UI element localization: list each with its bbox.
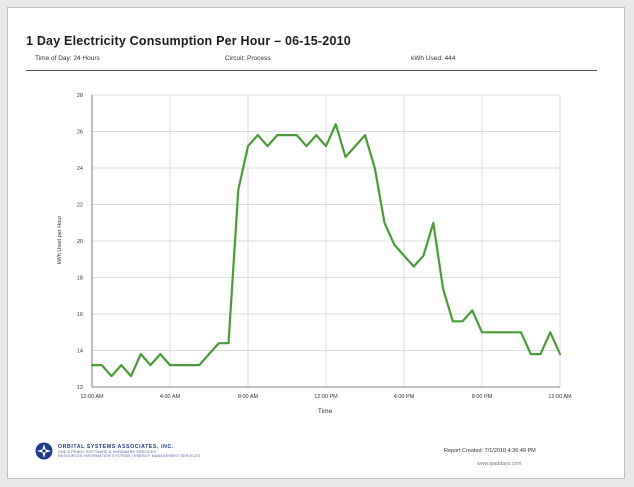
x-tick-label: 12:00 AM [80,394,104,400]
consumption-data-point [100,364,103,366]
consumption-data-point [178,364,181,366]
consumption-data-point [110,375,113,377]
report-frame [7,7,625,479]
circuit-label: Circuit: Process [225,55,271,62]
consumption-data-point [256,134,259,137]
consumption-data-point [130,375,132,377]
consumption-data-point [451,320,454,323]
consumption-data-point [169,364,171,366]
consumption-data-point [276,134,279,137]
consumption-data-point [286,134,288,137]
x-axis-title: Time [317,408,333,415]
y-tick-label: 26 [77,130,83,136]
consumption-data-point [393,243,396,246]
x-tick-label: 4:00 PM [394,394,415,400]
consumption-data-point [208,353,210,356]
consumption-data-point [120,364,123,366]
header-divider [26,70,597,71]
consumption-data-point [559,353,561,356]
y-tick-label: 24 [77,166,83,172]
y-tick-label: 20 [77,239,83,245]
consumption-data-point [315,134,318,137]
y-tick-label: 16 [77,312,83,318]
report-title: 1 Day Electricity Consumption Per Hour –… [26,34,351,48]
x-tick-label: 4:00 AM [160,394,181,400]
consumption-data-point [471,309,474,312]
y-tick-label: 12 [77,385,83,391]
consumption-data-point [149,364,152,366]
consumption-data-point [344,156,347,158]
y-axis-title: kWh Used per Hour [57,215,63,265]
consumption-data-point [510,331,513,334]
consumption-data-point [549,331,552,334]
consumption-data-point [188,364,191,366]
company-website: www.ipaddays.com [477,461,522,467]
consumption-data-point [529,353,532,356]
company-block: ORBITAL SYSTEMS ASSOCIATES, INC. ONE & P… [58,444,200,458]
consumption-data-point [227,342,230,345]
consumption-data-point [325,145,327,148]
y-tick-label: 22 [77,203,83,209]
time-of-day-label: Time of Day: 24 Hours [35,55,100,62]
company-tagline: ONE & PENNY SOFTWARE & HARDWARE SERVICES [58,450,157,454]
x-tick-label: 12:00 AM [548,394,572,400]
y-tick-label: 18 [77,276,83,282]
consumption-data-point [500,331,503,334]
consumption-data-point [266,145,269,148]
consumption-data-point [295,134,298,137]
consumption-data-point [305,145,308,148]
x-tick-label: 8:00 AM [238,394,259,400]
company-logo-icon [35,442,53,460]
consumption-data-point [217,342,220,345]
consumption-data-point [91,364,93,366]
company-name: ORBITAL SYSTEMS ASSOCIATES, INC. [58,444,174,450]
consumption-data-point [373,167,376,169]
consumption-data-point [383,221,386,224]
consumption-data-point [247,145,249,148]
consumption-data-point [481,331,483,334]
consumption-data-point [520,331,522,334]
consumption-data-point [334,123,337,126]
consumption-data-point [432,221,435,224]
consumption-data-point [139,353,142,356]
consumption-data-point [403,254,405,257]
x-tick-label: 8:00 PM [472,394,493,400]
consumption-data-point [412,265,415,268]
consumption-data-point [539,353,542,356]
consumption-data-point [442,287,444,290]
y-tick-label: 28 [77,93,83,99]
consumption-data-point [198,364,201,366]
company-services-line: RESOURCES INFORMATION SYSTEMS | ENERGY M… [58,454,201,458]
x-tick-label: 12:00 PM [314,394,338,400]
consumption-data-point [461,320,464,323]
consumption-data-point [354,145,357,148]
report-created-timestamp: Report Created: 7/1/2010 4:36:49 PM [444,448,536,454]
consumption-data-point [422,254,425,257]
kwh-used-label: kWh Used: 444 [411,55,456,62]
consumption-data-point [237,189,240,191]
consumption-data-point [364,134,366,137]
consumption-data-point [159,353,162,356]
consumption-data-point [490,331,493,334]
y-tick-label: 14 [77,349,83,355]
